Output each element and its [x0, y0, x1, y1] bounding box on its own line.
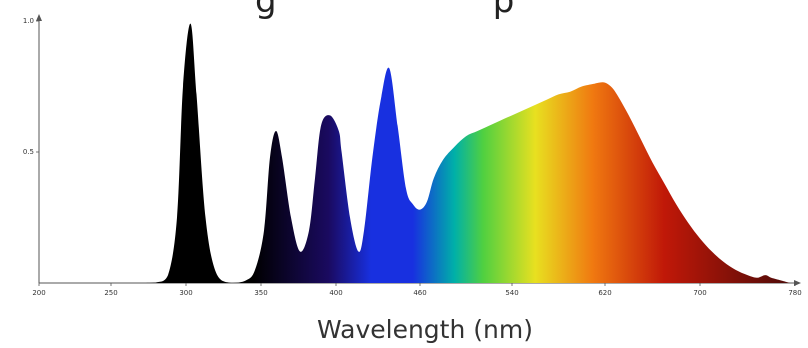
x-tick-label: 350 [254, 289, 267, 297]
chart-title: g p [255, 0, 514, 21]
y-axis-arrow [36, 14, 42, 21]
y-tick-label: 1.0 [23, 17, 34, 25]
x-tick-label: 460 [413, 289, 426, 297]
x-tick-label: 700 [693, 289, 706, 297]
y-tick-label: 0.5 [23, 148, 34, 156]
x-tick-label: 540 [505, 289, 518, 297]
x-tick-label: 400 [329, 289, 342, 297]
x-tick-label: 780 [788, 289, 801, 297]
x-tick-label: 200 [32, 289, 45, 297]
x-tick-label: 250 [104, 289, 117, 297]
x-tick-label: 300 [179, 289, 192, 297]
spectrum-area [141, 23, 791, 283]
x-axis-title: Wavelength (nm) [317, 315, 533, 344]
x-tick-label: 620 [598, 289, 611, 297]
x-axis-arrow [794, 280, 801, 286]
